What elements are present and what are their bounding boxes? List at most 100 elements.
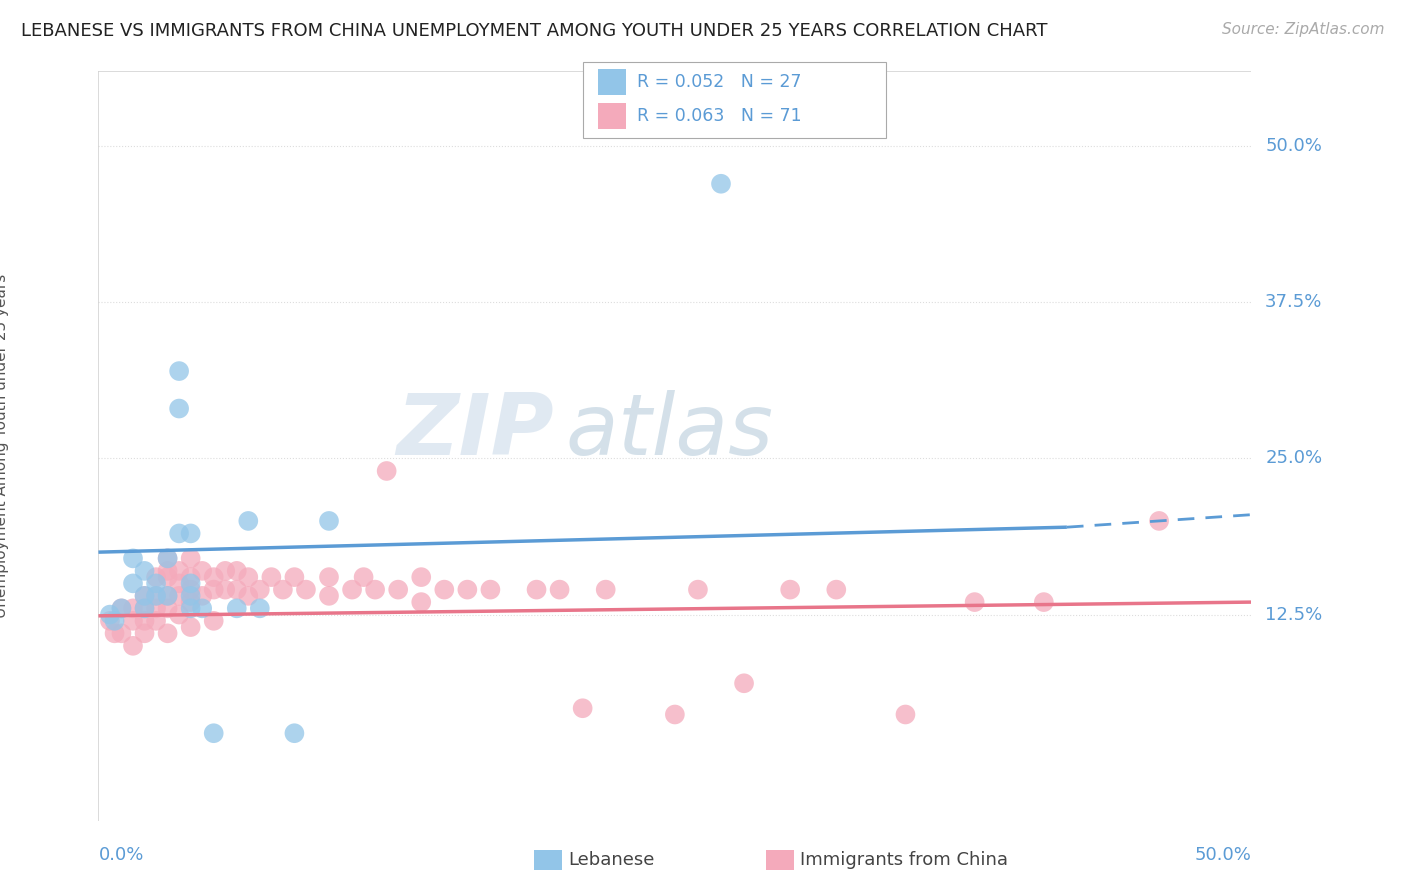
Point [271,582,294,597]
Point [191,589,214,603]
Point [214,582,236,597]
Text: Source: ZipAtlas.com: Source: ZipAtlas.com [1222,22,1385,37]
Point [963,595,986,609]
Text: R = 0.063   N = 71: R = 0.063 N = 71 [637,107,801,125]
Point [103,614,125,628]
Text: Unemployment Among Youth under 25 years: Unemployment Among Youth under 25 years [0,274,8,618]
Point [686,582,709,597]
Point [180,601,202,615]
Point [479,582,502,597]
Text: 37.5%: 37.5% [1265,293,1323,311]
Point [202,726,225,740]
Point [180,582,202,597]
Point [134,601,156,615]
Point [238,514,260,528]
Point [122,614,145,628]
Point [191,564,214,578]
Point [214,564,236,578]
Point [202,582,225,597]
Point [318,570,340,584]
Point [167,526,190,541]
Point [110,626,132,640]
Point [167,607,190,622]
Text: LEBANESE VS IMMIGRANTS FROM CHINA UNEMPLOYMENT AMONG YOUTH UNDER 25 YEARS CORREL: LEBANESE VS IMMIGRANTS FROM CHINA UNEMPL… [21,22,1047,40]
Point [664,707,686,722]
Point [1032,595,1054,609]
Point [894,707,917,722]
Point [156,601,179,615]
Point [733,676,755,690]
Point [710,177,733,191]
Text: ZIP: ZIP [396,390,554,473]
Point [122,639,145,653]
Point [340,582,363,597]
Point [180,576,202,591]
Point [156,570,179,584]
Point [167,589,190,603]
Point [238,570,260,584]
Point [156,551,179,566]
Text: 50.0%: 50.0% [1265,137,1322,155]
Point [180,589,202,603]
Point [202,614,225,628]
Point [571,701,593,715]
Point [145,614,167,628]
Point [134,589,156,603]
Point [145,589,167,603]
Point [122,601,145,615]
Point [411,570,433,584]
Point [145,576,167,591]
Point [779,582,801,597]
Point [134,614,156,628]
Point [433,582,456,597]
Point [825,582,848,597]
Point [283,570,305,584]
Point [295,582,318,597]
Point [167,401,190,416]
Point [110,601,132,615]
Text: Lebanese: Lebanese [568,851,654,869]
Point [156,589,179,603]
Point [156,564,179,578]
Text: 0.0%: 0.0% [98,846,143,863]
Point [180,570,202,584]
Point [122,576,145,591]
Point [134,564,156,578]
Point [387,582,409,597]
Point [103,626,125,640]
Point [180,595,202,609]
Point [526,582,548,597]
Point [238,589,260,603]
Point [411,595,433,609]
Point [180,620,202,634]
Point [595,582,617,597]
Point [191,601,214,615]
Point [134,626,156,640]
Text: 25.0%: 25.0% [1265,450,1322,467]
Point [202,570,225,584]
Point [249,582,271,597]
Point [98,614,121,628]
Point [225,601,247,615]
Point [249,601,271,615]
Point [318,589,340,603]
Point [225,582,247,597]
Point [353,570,375,584]
Point [548,582,571,597]
Point [156,551,179,566]
Text: 50.0%: 50.0% [1195,846,1251,863]
Point [134,589,156,603]
Point [180,526,202,541]
Point [98,607,121,622]
Point [156,626,179,640]
Point [456,582,478,597]
Point [375,464,398,478]
Point [318,514,340,528]
Point [167,564,190,578]
Point [167,364,190,378]
Point [225,564,247,578]
Point [156,589,179,603]
Text: atlas: atlas [565,390,773,473]
Point [260,570,283,584]
Point [145,570,167,584]
